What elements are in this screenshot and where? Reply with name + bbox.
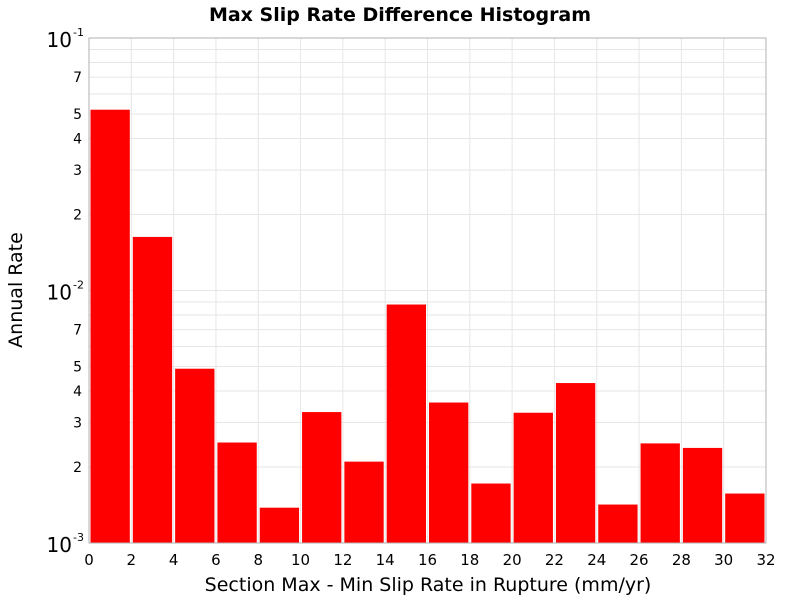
x-tick-label: 14 <box>376 551 395 569</box>
x-tick-label: 22 <box>545 551 564 569</box>
histogram-bar-7 <box>386 304 426 543</box>
y-tick-label-major-exponent: -3 <box>73 531 84 544</box>
histogram-bar-10 <box>513 412 553 543</box>
x-tick-label: 0 <box>84 551 94 569</box>
histogram-bar-5 <box>302 412 342 543</box>
x-tick-label: 12 <box>333 551 352 569</box>
x-tick-label: 24 <box>587 551 606 569</box>
histogram-bar-15 <box>725 493 765 543</box>
y-tick-label-minor: 7 <box>73 323 82 339</box>
x-tick-label: 26 <box>630 551 649 569</box>
histogram-bar-6 <box>344 461 384 543</box>
y-tick-label-minor: 4 <box>73 384 82 400</box>
x-tick-label: 16 <box>418 551 437 569</box>
y-tick-label-minor: 7 <box>73 70 82 86</box>
histogram-bar-11 <box>555 383 596 543</box>
histogram-bar-12 <box>598 504 638 543</box>
x-axis-label: Section Max - Min Slip Rate in Rupture (… <box>205 574 652 596</box>
y-tick-label-major-exponent: -1 <box>73 26 84 39</box>
x-tick-labels: 0 2 4 6 8 10 12 14 16 18 20 22 24 26 28 30 32 <box>84 551 775 569</box>
histogram-bar-3 <box>217 442 257 543</box>
x-tick-label: 8 <box>253 551 263 569</box>
y-tick-label-minor: 5 <box>73 107 82 123</box>
histogram-bar-8 <box>429 402 469 543</box>
x-tick-label: 30 <box>714 551 733 569</box>
bars <box>90 109 765 544</box>
y-tick-label-major-exponent: -2 <box>73 279 84 292</box>
x-tick-label: 6 <box>211 551 221 569</box>
x-tick-label: 10 <box>291 551 310 569</box>
histogram-bar-1 <box>132 236 173 544</box>
x-tick-label: 18 <box>460 551 479 569</box>
y-tick-label-minor: 5 <box>73 360 82 376</box>
y-tick-label-minor: 3 <box>73 163 82 179</box>
y-tick-label-minor: 3 <box>73 416 82 432</box>
histogram-bar-0 <box>90 109 130 543</box>
y-axis-label: Annual Rate <box>5 232 27 348</box>
x-tick-label: 4 <box>169 551 179 569</box>
x-tick-label: 20 <box>503 551 522 569</box>
y-tick-label-minor: 4 <box>73 131 82 147</box>
plot-frame <box>88 37 767 544</box>
x-tick-label: 2 <box>127 551 137 569</box>
histogram-bar-13 <box>640 443 680 543</box>
y-tick-label-minor: 2 <box>73 460 82 476</box>
histogram-bar-9 <box>471 483 511 543</box>
y-tick-label-major-base: 10 <box>47 281 72 305</box>
y-tick-label-major-base: 10 <box>47 28 72 52</box>
histogram-bar-2 <box>175 368 215 543</box>
y-tick-label-minor: 2 <box>73 207 82 223</box>
x-tick-label: 28 <box>672 551 691 569</box>
y-tick-label-major-base: 10 <box>47 533 72 557</box>
histogram-bar-4 <box>259 507 300 543</box>
x-tick-label: 32 <box>756 551 775 569</box>
histogram-bar-14 <box>682 447 723 543</box>
chart-title: Max Slip Rate Difference Histogram <box>209 4 591 26</box>
